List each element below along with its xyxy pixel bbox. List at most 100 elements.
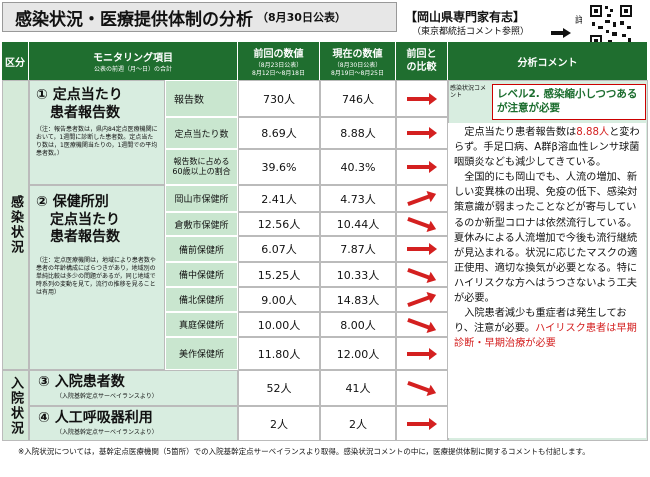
category-4-title: ④ 人工呼吸器利用 xyxy=(38,410,153,426)
prev-value: 9.00人 xyxy=(238,287,320,312)
expert-subtitle: （東京都統括コメント参照） xyxy=(412,27,530,37)
header-item-label: モニタリング項目 xyxy=(93,52,173,64)
trend-arrow xyxy=(396,80,448,117)
curr-value: 2人 xyxy=(320,406,396,441)
row-label: 真庭保健所 xyxy=(165,312,238,337)
curr-value: 746人 xyxy=(320,80,396,117)
curr-value: 8.88人 xyxy=(320,117,396,149)
trend-arrow xyxy=(396,212,448,236)
arrow-right-icon xyxy=(407,347,437,360)
header-curr-label: 現在の数値 xyxy=(332,49,383,61)
category-2: ② 保健所別 定点当たり 患者報告数 （注：定点医療機関は，地域により患者数や患… xyxy=(29,185,165,370)
header-analysis: 分析コメント xyxy=(448,42,648,80)
curr-value: 12.00人 xyxy=(320,337,396,370)
category-2-title: ② 保健所別 定点当たり 患者報告数 xyxy=(36,194,120,245)
category-3-title: ③ 入院患者数 xyxy=(38,374,125,390)
prev-value: 8.69人 xyxy=(238,117,320,149)
row-label: 備前保健所 xyxy=(165,236,238,262)
header-curr: 現在の数値 （8月30日公表） 8月19日～8月25日 xyxy=(320,42,396,80)
trend-arrow xyxy=(396,236,448,262)
prev-value: 39.6% xyxy=(238,149,320,185)
arrow-right-icon xyxy=(407,417,437,430)
footnote: ※入院状況については，基幹定点医療機関（5箇所）での入院基幹定点サーベイランスよ… xyxy=(18,447,590,456)
arrow-right-icon xyxy=(407,161,437,173)
category-1: ① 定点当たり 患者報告数 （注：報告患者数は，県内84定点医療機関において，1… xyxy=(29,80,165,185)
row-label: 報告数 xyxy=(165,80,238,117)
prev-value: 2人 xyxy=(238,406,320,441)
trend-arrow xyxy=(396,185,448,212)
page-title: 感染状況・医療提供体制の分析 xyxy=(15,9,253,30)
category-2-note: （注：定点医療機関は，地域により患者数や患者の年齢構成にばらつきがあり，地域別の… xyxy=(36,256,156,296)
curr-value: 14.83人 xyxy=(320,287,396,312)
curr-value: 41人 xyxy=(320,370,396,406)
header-curr-sub: （8月30日公表） 8月19日～8月25日 xyxy=(331,62,384,77)
prev-value: 12.56人 xyxy=(238,212,320,236)
expert-group: 【岡山県専門家有志】 xyxy=(405,10,526,24)
prev-value: 6.07人 xyxy=(238,236,320,262)
trend-arrow xyxy=(396,149,448,185)
comment-text: と変わらず。手足口病、A群β溶血性レンサ球菌咽頭炎なども減少してきている。 xyxy=(454,127,640,169)
curr-value: 10.44人 xyxy=(320,212,396,236)
arrow-up-icon xyxy=(407,291,437,307)
arrow-down-icon xyxy=(407,317,437,333)
curr-value: 40.3% xyxy=(320,149,396,185)
title-bar: 感染状況・医療提供体制の分析 （8月30日公表） xyxy=(2,2,397,32)
curr-value: 7.87人 xyxy=(320,236,396,262)
category-4: ④ 人工呼吸器利用 （入院基幹定点サーベイランスより） xyxy=(29,406,238,441)
row-label: 備中保健所 xyxy=(165,262,238,287)
comment-highlight: ハイリスク患者は早期診断・早期治療が必要 xyxy=(454,323,637,350)
trend-arrow xyxy=(396,370,448,406)
arrow-right-icon xyxy=(551,28,571,38)
level-box: レベル2. 感染縮小しつつあるが注意が必要 xyxy=(492,84,646,120)
prev-value: 11.80人 xyxy=(238,337,320,370)
arrow-down-icon xyxy=(407,380,437,396)
section-infection: 感染状況 xyxy=(2,80,29,370)
row-label: 岡山市保健所 xyxy=(165,185,238,212)
arrow-down-icon xyxy=(407,267,437,283)
row-label: 倉敷市保健所 xyxy=(165,212,238,236)
header-prev: 前回の数値 （8月23日公表） 8月12日～8月18日 xyxy=(238,42,320,80)
prev-value: 52人 xyxy=(238,370,320,406)
category-3: ③ 入院患者数 （入院基幹定点サーベイランスより） xyxy=(29,370,238,406)
trend-arrow xyxy=(396,406,448,441)
header-compare: 前回との比較 xyxy=(396,42,448,80)
row-label: 報告数に占める60歳以上の割合 xyxy=(165,149,238,185)
curr-value: 4.73人 xyxy=(320,185,396,212)
prev-value: 2.41人 xyxy=(238,185,320,212)
section-hospital: 入院状況 xyxy=(2,370,29,441)
header-prev-sub: （8月23日公表） 8月12日～8月18日 xyxy=(252,62,305,77)
arrow-down-icon xyxy=(407,216,437,232)
header-compare-label: 前回との比較 xyxy=(406,49,437,73)
prev-value: 730人 xyxy=(238,80,320,117)
comment-paragraph-3: 入院患者減少も重症者は発生しており、注意が必要。ハイリスク患者は早期診断・早期治… xyxy=(454,306,643,351)
header-item-sub: 公表の前週（月～日）の合計 xyxy=(93,65,172,73)
arrow-up-icon xyxy=(407,190,437,206)
row-label: 備北保健所 xyxy=(165,287,238,312)
qr-code-icon[interactable] xyxy=(582,4,640,48)
curr-value: 8.00人 xyxy=(320,312,396,337)
comment-label: 感染状況コメント xyxy=(450,85,486,99)
arrow-right-icon xyxy=(407,92,437,105)
comment-highlight: 8.88人 xyxy=(576,127,610,138)
row-label: 定点当たり数 xyxy=(165,117,238,149)
prev-value: 10.00人 xyxy=(238,312,320,337)
comment-paragraph-2: 全国的にも岡山でも、人流の増加、新しい変異株の出現、免疫の低下、感染対策意識が弱… xyxy=(454,172,638,305)
row-label: 美作保健所 xyxy=(165,337,238,370)
trend-arrow xyxy=(396,287,448,312)
comment-label-text: 感染状況コメント xyxy=(450,85,487,100)
comment-text: 定点当たり患者報告数は xyxy=(464,127,577,138)
comment-paragraph-1: 定点当たり患者報告数は8.88人と変わらず。手足口病、A群β溶血性レンサ球菌咽頭… xyxy=(454,125,643,170)
arrow-right-icon xyxy=(407,127,437,139)
trend-arrow xyxy=(396,337,448,370)
comment-text: 入院患者減少も重症者は発生しており、注意が必要。 xyxy=(454,308,627,335)
category-3-note: （入院基幹定点サーベイランスより） xyxy=(56,392,158,400)
arrow-right-icon xyxy=(407,243,437,255)
trend-arrow xyxy=(396,262,448,287)
header-item: モニタリング項目 公表の前週（月～日）の合計 xyxy=(29,42,238,80)
publish-date: （8月30日公表） xyxy=(257,11,346,24)
category-4-note: （入院基幹定点サーベイランスより） xyxy=(56,428,158,436)
trend-arrow xyxy=(396,117,448,149)
trend-arrow xyxy=(396,312,448,337)
header-prev-label: 前回の数値 xyxy=(253,49,304,61)
comment-body: 定点当たり患者報告数は8.88人と変わらず。手足口病、A群β溶血性レンサ球菌咽頭… xyxy=(448,123,646,438)
